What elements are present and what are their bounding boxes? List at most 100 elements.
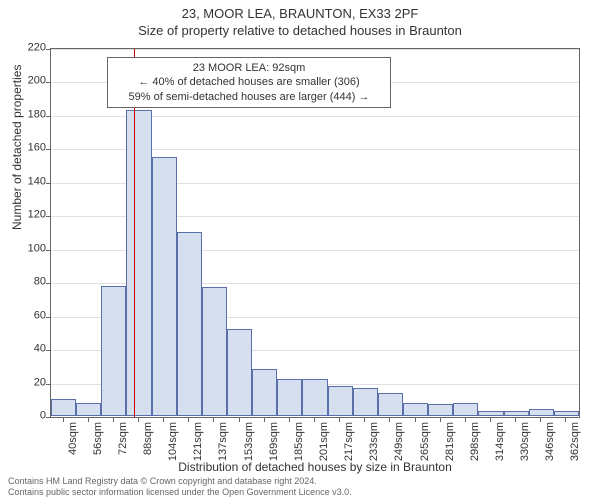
xtick-mark <box>440 417 441 422</box>
xtick-mark <box>364 417 365 422</box>
chart-plot-area: 23 MOOR LEA: 92sqm← 40% of detached hous… <box>50 48 580 418</box>
xtick-mark <box>389 417 390 422</box>
xtick-label: 88sqm <box>142 422 154 455</box>
annotation-line: 23 MOOR LEA: 92sqm <box>114 61 384 75</box>
ytick-mark <box>46 183 51 184</box>
histogram-bar <box>453 403 478 416</box>
annotation-line: ← 40% of detached houses are smaller (30… <box>114 75 384 89</box>
chart-title: 23, MOOR LEA, BRAUNTON, EX33 2PF <box>0 0 600 21</box>
footer-copyright: Contains HM Land Registry data © Crown c… <box>8 476 352 498</box>
histogram-bar <box>227 329 252 416</box>
xtick-mark <box>289 417 290 422</box>
xtick-mark <box>88 417 89 422</box>
ytick-mark <box>46 283 51 284</box>
histogram-bar <box>177 232 202 416</box>
ytick-mark <box>46 82 51 83</box>
footer-line-2: Contains public sector information licen… <box>8 487 352 498</box>
ytick-label: 40 <box>16 344 46 355</box>
plot-frame: 23 MOOR LEA: 92sqm← 40% of detached hous… <box>50 48 580 418</box>
ytick-label: 120 <box>16 210 46 221</box>
ytick-label: 180 <box>16 109 46 120</box>
xtick-mark <box>63 417 64 422</box>
ytick-label: 20 <box>16 377 46 388</box>
xtick-label: 330sqm <box>519 422 531 461</box>
xtick-mark <box>490 417 491 422</box>
xtick-mark <box>138 417 139 422</box>
ytick-label: 80 <box>16 277 46 288</box>
xtick-label: 346sqm <box>544 422 556 461</box>
xtick-label: 169sqm <box>268 422 280 461</box>
ytick-label: 160 <box>16 143 46 154</box>
histogram-bar <box>378 393 403 416</box>
ytick-label: 0 <box>16 411 46 422</box>
ytick-mark <box>46 49 51 50</box>
ytick-mark <box>46 317 51 318</box>
xtick-label: 281sqm <box>444 422 456 461</box>
xtick-mark <box>415 417 416 422</box>
ytick-mark <box>46 350 51 351</box>
xtick-label: 153sqm <box>243 422 255 461</box>
histogram-bar <box>126 110 151 416</box>
ytick-label: 60 <box>16 310 46 321</box>
xtick-label: 72sqm <box>117 422 129 455</box>
histogram-bar <box>478 411 503 416</box>
xtick-mark <box>213 417 214 422</box>
xtick-mark <box>339 417 340 422</box>
histogram-bar <box>101 286 126 416</box>
xtick-label: 104sqm <box>167 422 179 461</box>
xtick-label: 185sqm <box>293 422 305 461</box>
ytick-mark <box>46 417 51 418</box>
xtick-mark <box>565 417 566 422</box>
xtick-mark <box>113 417 114 422</box>
xtick-label: 56sqm <box>92 422 104 455</box>
xtick-label: 201sqm <box>318 422 330 461</box>
xtick-mark <box>264 417 265 422</box>
histogram-bar <box>277 379 302 416</box>
histogram-bar <box>252 369 277 416</box>
xtick-mark <box>239 417 240 422</box>
annotation-box: 23 MOOR LEA: 92sqm← 40% of detached hous… <box>107 57 391 108</box>
ytick-mark <box>46 250 51 251</box>
histogram-bar <box>554 411 579 416</box>
xtick-label: 137sqm <box>217 422 229 461</box>
xtick-label: 362sqm <box>569 422 581 461</box>
histogram-bar <box>202 287 227 416</box>
ytick-mark <box>46 116 51 117</box>
xtick-label: 121sqm <box>192 422 204 461</box>
histogram-bar <box>353 388 378 416</box>
x-axis-label: Distribution of detached houses by size … <box>50 460 580 474</box>
histogram-bar <box>529 409 554 416</box>
ytick-mark <box>46 216 51 217</box>
gridline <box>51 49 579 50</box>
xtick-label: 314sqm <box>494 422 506 461</box>
xtick-mark <box>314 417 315 422</box>
histogram-bar <box>51 399 76 416</box>
histogram-bar <box>428 404 453 416</box>
xtick-mark <box>163 417 164 422</box>
xtick-mark <box>465 417 466 422</box>
ytick-mark <box>46 384 51 385</box>
chart-subtitle: Size of property relative to detached ho… <box>0 21 600 38</box>
annotation-line: 59% of semi-detached houses are larger (… <box>114 90 384 104</box>
histogram-bar <box>504 411 529 416</box>
xtick-label: 298sqm <box>469 422 481 461</box>
footer-line-1: Contains HM Land Registry data © Crown c… <box>8 476 352 487</box>
histogram-bar <box>302 379 327 416</box>
ytick-label: 100 <box>16 243 46 254</box>
xtick-label: 40sqm <box>67 422 79 455</box>
histogram-bar <box>152 157 177 416</box>
xtick-label: 233sqm <box>368 422 380 461</box>
histogram-bar <box>76 403 101 416</box>
ytick-label: 200 <box>16 76 46 87</box>
histogram-bar <box>328 386 353 416</box>
ytick-mark <box>46 149 51 150</box>
ytick-label: 140 <box>16 176 46 187</box>
histogram-bar <box>403 403 428 416</box>
xtick-label: 217sqm <box>343 422 355 461</box>
xtick-mark <box>188 417 189 422</box>
xtick-label: 265sqm <box>419 422 431 461</box>
xtick-mark <box>540 417 541 422</box>
xtick-label: 249sqm <box>393 422 405 461</box>
xtick-mark <box>515 417 516 422</box>
ytick-label: 220 <box>16 43 46 54</box>
